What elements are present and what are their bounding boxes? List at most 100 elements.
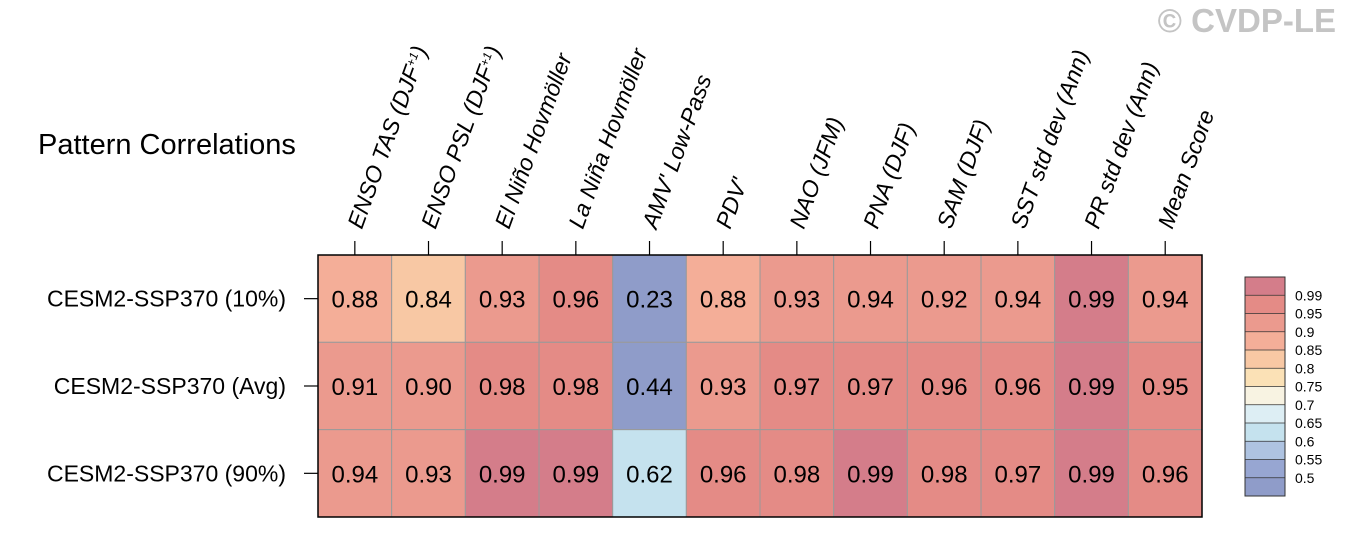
heatmap-cell bbox=[1054, 341, 1129, 431]
colorbar-label: 0.65 bbox=[1295, 415, 1322, 431]
cell-value-label: 0.98 bbox=[773, 461, 820, 488]
cell-value-label: 0.96 bbox=[1142, 461, 1189, 488]
column-label: La Niña Hovmöller bbox=[563, 44, 653, 232]
colorbar-swatch bbox=[1245, 295, 1285, 314]
heatmap-cell bbox=[1127, 429, 1203, 518]
column-label: SST std dev (Ann) bbox=[1005, 46, 1094, 231]
column-label: ENSO TAS (DJF+1) bbox=[342, 42, 432, 231]
heatmap-frame bbox=[317, 254, 1203, 518]
colorbar-label: 0.75 bbox=[1295, 379, 1322, 395]
cell-value-label: 0.93 bbox=[479, 287, 526, 314]
cell-value-label: 0.93 bbox=[405, 461, 452, 488]
colorbar-label: 0.55 bbox=[1295, 452, 1322, 468]
colorbar-label: 0.5 bbox=[1295, 470, 1315, 486]
colorbar-swatch bbox=[1245, 386, 1285, 405]
heatmap-cell bbox=[538, 341, 614, 431]
cell-value-label: 0.99 bbox=[847, 461, 894, 488]
cell-value-label: 0.98 bbox=[921, 461, 968, 488]
cell-value-label: 0.44 bbox=[626, 374, 673, 401]
colorbar-label: 0.95 bbox=[1295, 306, 1322, 322]
column-label: ENSO PSL (DJF+1) bbox=[416, 42, 506, 232]
cell-value-label: 0.94 bbox=[995, 287, 1042, 314]
heatmap-cells: 0.88 0.84 0.93 0.96 0.23 0.88 0.93 0.94 0.92 0.94… bbox=[317, 254, 1203, 518]
colorbar-label: 0.9 bbox=[1295, 324, 1315, 340]
heatmap-cell bbox=[685, 341, 761, 431]
cell-value-label: 0.94 bbox=[1142, 287, 1189, 314]
colorbar: 0.99 0.95 0.9 0.85 0.8 0.75 0.7 0.65 0.6 0.55 0.5 bbox=[1244, 276, 1322, 497]
row-label: CESM2-SSP370 (90%) bbox=[47, 460, 286, 486]
column-label: PDV' bbox=[710, 173, 753, 232]
row-label: CESM2-SSP370 (10%) bbox=[47, 286, 286, 312]
column-label: El Niño Hovmöller bbox=[489, 49, 577, 232]
colorbar-swatch bbox=[1245, 277, 1285, 296]
cell-value-label: 0.23 bbox=[626, 287, 673, 314]
cell-value-label: 0.97 bbox=[773, 374, 820, 401]
heatmap-cell bbox=[1054, 254, 1129, 343]
cell-value-label: 0.99 bbox=[1068, 287, 1115, 314]
cell-value-label: 0.99 bbox=[1068, 461, 1115, 488]
column-label: PR std dev (Ann) bbox=[1079, 58, 1163, 231]
cell-value-label: 0.95 bbox=[1142, 374, 1189, 401]
heatmap-cell bbox=[317, 254, 393, 343]
heatmap-cell bbox=[391, 429, 466, 518]
heatmap-cell bbox=[1127, 254, 1203, 343]
heatmap-cell bbox=[980, 341, 1056, 431]
colorbar-swatch bbox=[1245, 313, 1285, 332]
colorbar-outline bbox=[1244, 276, 1286, 497]
cell-value-label: 0.99 bbox=[552, 461, 599, 488]
colorbar-label: 0.7 bbox=[1295, 397, 1315, 413]
cell-value-label: 0.91 bbox=[331, 374, 378, 401]
colorbar-swatch bbox=[1245, 404, 1285, 423]
heatmap-cell bbox=[685, 429, 761, 518]
heatmap-cell bbox=[906, 429, 982, 518]
cell-value-label: 0.99 bbox=[479, 461, 526, 488]
cell-value-label: 0.97 bbox=[995, 461, 1042, 488]
cell-value-label: 0.96 bbox=[700, 461, 747, 488]
colorbar-swatch bbox=[1245, 459, 1285, 478]
cell-value-label: 0.88 bbox=[331, 287, 378, 314]
colorbar-swatch bbox=[1245, 423, 1285, 442]
cell-value-label: 0.98 bbox=[552, 374, 599, 401]
cell-value-label: 0.62 bbox=[626, 461, 673, 488]
heatmap-cell bbox=[612, 341, 687, 431]
heatmap-cell bbox=[464, 429, 540, 518]
heatmap-cell bbox=[612, 429, 687, 518]
cell-value-label: 0.99 bbox=[1068, 374, 1115, 401]
column-label: Mean Score bbox=[1152, 106, 1219, 231]
column-label: AMV' Low-Pass bbox=[636, 70, 717, 233]
colorbar-swatch bbox=[1245, 477, 1285, 496]
heatmap-cell bbox=[759, 254, 835, 343]
colorbar-swatch bbox=[1245, 350, 1285, 369]
cell-value-label: 0.94 bbox=[331, 461, 378, 488]
colorbar-label: 0.99 bbox=[1295, 287, 1322, 303]
column-labels: ENSO TAS (DJF+1)ENSO PSL (DJF+1)El Niño … bbox=[342, 42, 1219, 233]
cell-value-label: 0.97 bbox=[847, 374, 894, 401]
column-label: PNA (DJF) bbox=[858, 119, 920, 232]
cell-value-label: 0.92 bbox=[921, 287, 968, 314]
colorbar-label: 0.85 bbox=[1295, 342, 1322, 358]
cell-value-label: 0.84 bbox=[405, 287, 452, 314]
colorbar-swatch bbox=[1245, 441, 1285, 460]
cell-value-label: 0.98 bbox=[479, 374, 526, 401]
cell-value-label: 0.96 bbox=[995, 374, 1042, 401]
heatmap-cell bbox=[833, 341, 908, 431]
column-label: SAM (DJF) bbox=[931, 116, 994, 232]
colorbar-label: 0.6 bbox=[1295, 433, 1315, 449]
cell-value-label: 0.93 bbox=[773, 287, 820, 314]
heatmap-cell bbox=[1054, 429, 1129, 518]
row-label: CESM2-SSP370 (Avg) bbox=[54, 373, 286, 399]
column-ticks bbox=[354, 241, 1166, 255]
cell-value-label: 0.96 bbox=[921, 374, 968, 401]
heatmap-cell bbox=[833, 429, 908, 518]
heatmap-cell bbox=[1127, 341, 1203, 431]
cell-value-label: 0.93 bbox=[700, 374, 747, 401]
heatmap-cell bbox=[391, 341, 466, 431]
cell-value-label: 0.96 bbox=[552, 287, 599, 314]
row-labels: CESM2-SSP370 (10%) CESM2-SSP370 (Avg) CESM… bbox=[47, 286, 318, 486]
chart-title: Pattern Correlations bbox=[38, 129, 296, 161]
colorbar-swatch bbox=[1245, 331, 1285, 350]
colorbar-swatch bbox=[1245, 368, 1285, 387]
cell-value-label: 0.94 bbox=[847, 287, 894, 314]
heatmap-cell bbox=[980, 254, 1056, 343]
